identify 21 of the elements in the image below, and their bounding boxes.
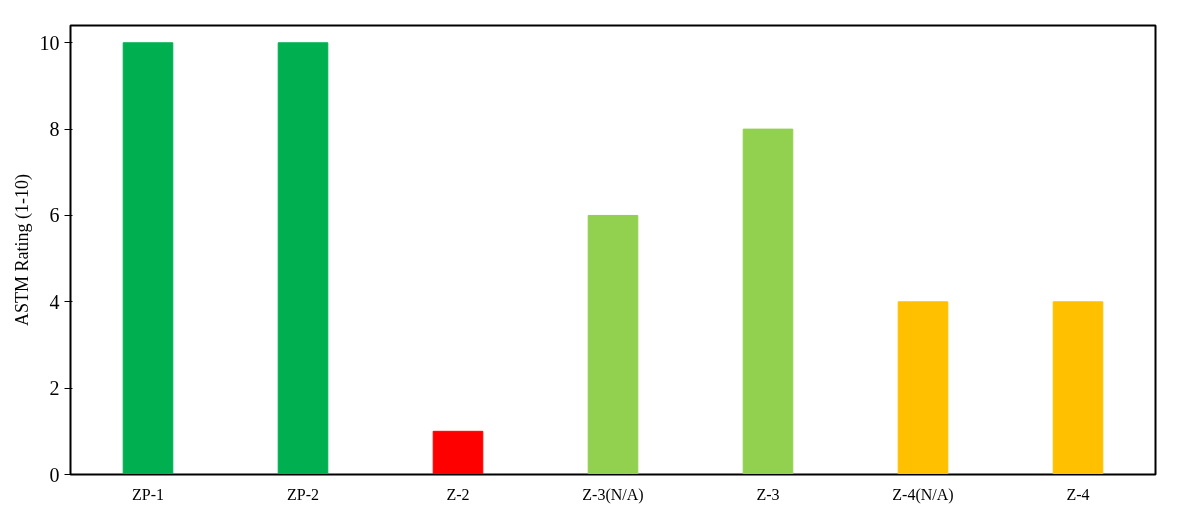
y-tick-label: 0 — [49, 463, 60, 486]
bar — [742, 128, 794, 475]
y-tick-label: 6 — [49, 204, 60, 227]
y-axis-title: ASTM Rating (1-10) — [11, 173, 33, 326]
bar — [277, 42, 329, 475]
y-tick-label: 4 — [49, 290, 60, 313]
x-tick-label: Z-3 — [756, 485, 780, 503]
bar — [897, 301, 949, 475]
x-tick-label: Z-4(N/A) — [892, 485, 954, 504]
y-tick-label: 8 — [49, 118, 60, 141]
y-tick-label: 2 — [49, 377, 60, 400]
y-tick-label: 10 — [39, 31, 60, 54]
x-tick-label: Z-4 — [1066, 485, 1090, 503]
bar — [1052, 301, 1104, 475]
x-tick-label: ZP-1 — [132, 485, 164, 503]
bar — [432, 430, 484, 475]
x-tick-label: Z-3(N/A) — [582, 485, 644, 504]
bar — [122, 42, 174, 475]
x-tick-label: Z-2 — [446, 485, 470, 503]
x-tick-label: ZP-2 — [287, 485, 319, 503]
bar — [587, 214, 639, 475]
